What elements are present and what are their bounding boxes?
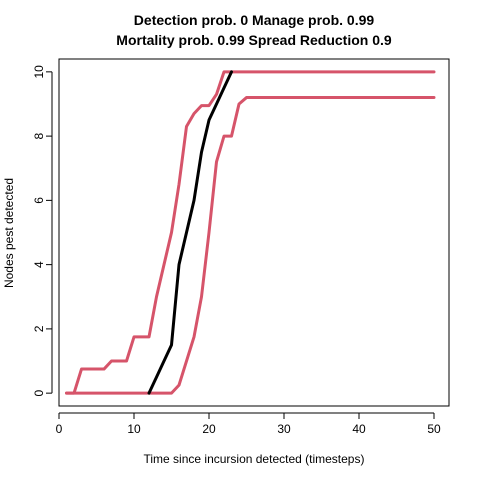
plot-frame <box>58 58 450 407</box>
y-tick-label: 4 <box>32 261 46 268</box>
y-tick-label: 8 <box>32 132 46 139</box>
x-tick-label: 10 <box>127 422 141 436</box>
x-tick-label: 20 <box>202 422 216 436</box>
series-line-lower <box>65 96 436 395</box>
y-tick-label: 6 <box>32 197 46 204</box>
x-axis: 0 10 20 30 40 50 <box>56 412 441 436</box>
x-tick-label: 0 <box>56 422 63 436</box>
y-tick-label: 2 <box>32 325 46 332</box>
y-tick-label: 10 <box>32 65 46 79</box>
x-tick-label: 40 <box>352 422 366 436</box>
x-tick-label: 30 <box>277 422 291 436</box>
x-axis-label: Time since incursion detected (timesteps… <box>144 452 365 466</box>
y-axis: 0 2 4 6 8 10 <box>32 65 53 396</box>
x-tick-label: 50 <box>427 422 441 436</box>
chart-title-line-2: Mortality prob. 0.99 Spread Reduction 0.… <box>116 32 392 48</box>
chart-title-line-1: Detection prob. 0 Manage prob. 0.99 <box>134 12 375 28</box>
series-line-upper <box>65 70 436 395</box>
y-axis-label: Nodes pest detected <box>2 178 16 288</box>
y-tick-label: 0 <box>32 389 46 396</box>
series-line-median <box>147 70 233 395</box>
series-layer <box>65 70 436 395</box>
